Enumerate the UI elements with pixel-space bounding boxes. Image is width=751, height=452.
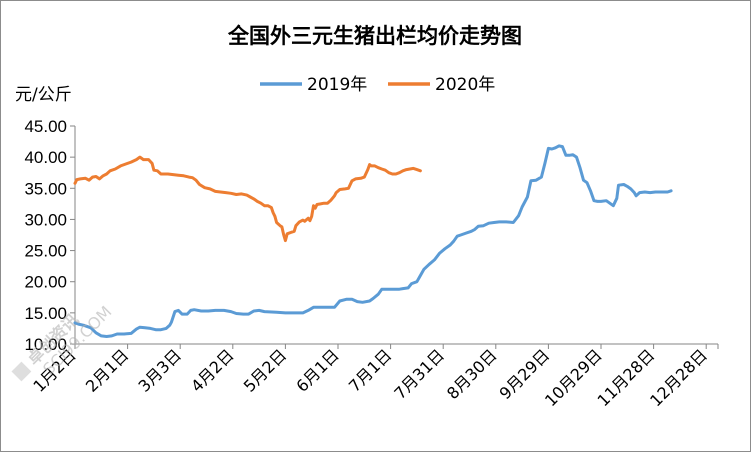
- y-tick-label: 20.00: [24, 273, 67, 292]
- y-tick-label: 15.00: [24, 304, 67, 323]
- legend-label-2020: 2020年: [435, 75, 495, 95]
- x-tick-label: 3月3日: [135, 345, 185, 395]
- legend-label-2019: 2019年: [307, 75, 367, 95]
- x-tick-label: 2月1日: [82, 345, 132, 395]
- x-tick-label: 8月30日: [443, 345, 501, 403]
- x-tick-label: 6月1日: [292, 345, 342, 395]
- x-tick-label: 7月1日: [345, 345, 395, 395]
- x-axis-ticks: 1月2日 2月1日 3月3日 4月2日 5月2日 6月1日 7月1日7月31日8月30日9月…: [29, 344, 719, 410]
- x-axis: 1月2日 2月1日 3月3日 4月2日 5月2日 6月1日 7月1日7月31日8月30日9月…: [29, 343, 719, 410]
- x-tick-label: 7月31日: [390, 345, 448, 403]
- y-axis-unit-label: 元/公斤: [15, 85, 72, 105]
- watermark-logo-icon: [11, 361, 32, 382]
- legend: 2019年 2020年: [260, 75, 495, 95]
- x-tick-label: 4月2日: [187, 345, 237, 395]
- x-tick-label: 5月2日: [240, 345, 290, 395]
- y-tick-label: 25.00: [24, 242, 67, 261]
- y-tick-label: 45.00: [24, 117, 67, 136]
- y-tick-label: 40.00: [24, 148, 67, 167]
- chart-title: 全国外三元生猪出栏均价走势图: [227, 24, 522, 48]
- x-tick-label: 12月28日: [646, 345, 711, 410]
- series-line-0: [73, 144, 673, 338]
- y-tick-label: 30.00: [24, 210, 67, 229]
- series-line-1: [73, 155, 422, 243]
- y-axis-ticks: 10.00 15.00 20.00 25.00 30.00 35.00 40.00 45.00: [24, 117, 75, 354]
- plot-series: [73, 144, 673, 338]
- y-tick-label: 35.00: [24, 179, 67, 198]
- y-axis: 10.00 15.00 20.00 25.00 30.00 35.00 40.00 45.00: [24, 117, 76, 354]
- y-tick-label: 10.00: [24, 335, 67, 354]
